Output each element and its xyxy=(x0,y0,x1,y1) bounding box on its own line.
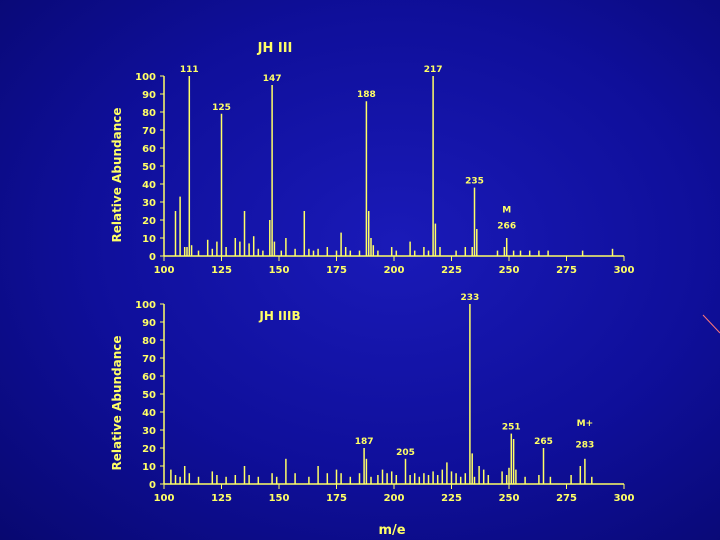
peak-label: 147 xyxy=(263,74,282,84)
y-tick-label: 50 xyxy=(142,390,156,401)
peak-label: 233 xyxy=(461,293,480,303)
y-tick-label: 30 xyxy=(142,426,156,437)
peaks xyxy=(170,304,593,484)
x-tick-label: 100 xyxy=(154,493,175,504)
y-tick-label: 80 xyxy=(142,336,156,347)
x-tick-label: 100 xyxy=(154,265,175,276)
x-tick-label: 150 xyxy=(269,493,290,504)
x-tick-label: 250 xyxy=(499,493,520,504)
peak-label: M+ xyxy=(577,419,594,429)
y-tick-label: 0 xyxy=(149,480,156,491)
x-tick-label: 125 xyxy=(211,493,232,504)
y-tick-label: 90 xyxy=(142,90,156,101)
y-tick-label: 0 xyxy=(149,252,156,263)
peaks xyxy=(174,76,614,256)
peak-label: 265 xyxy=(534,437,553,447)
chart-title: JH IIIB xyxy=(258,309,300,323)
x-tick-label: 125 xyxy=(211,265,232,276)
peak-label: 187 xyxy=(355,437,374,447)
peak-label: 217 xyxy=(424,65,443,75)
y-tick-label: 60 xyxy=(142,144,156,155)
peak-label: 235 xyxy=(465,177,484,187)
peak-labels: 111 125 147 188 217 235 M 266 xyxy=(180,65,516,232)
chart-jh-iiib: JH IIIB Relative Abundance 0 10 20 30 40 50 60… xyxy=(110,293,634,538)
x-tick-label: 150 xyxy=(269,265,290,276)
y-tick-label: 80 xyxy=(142,108,156,119)
x-tick-label: 300 xyxy=(614,493,635,504)
x-tick-label: 175 xyxy=(326,265,347,276)
peak-label: 188 xyxy=(357,90,376,100)
y-tick-label: 90 xyxy=(142,318,156,329)
y-tick-label: 10 xyxy=(142,234,156,245)
y-tick-label: 10 xyxy=(142,462,156,473)
x-tick-label: 225 xyxy=(441,265,462,276)
x-tick-label: 275 xyxy=(556,265,577,276)
x-axis-label: m/e xyxy=(378,523,405,538)
x-tick-label: 200 xyxy=(384,265,405,276)
y-tick-label: 100 xyxy=(135,72,156,83)
x-tick-label: 250 xyxy=(499,265,520,276)
peak-label: 251 xyxy=(502,423,521,433)
y-tick-label: 30 xyxy=(142,198,156,209)
y-tick-label: 70 xyxy=(142,126,156,137)
peak-label: 283 xyxy=(576,441,595,451)
x-tick-label: 175 xyxy=(326,493,347,504)
y-tick-label: 50 xyxy=(142,162,156,173)
peak-label: M xyxy=(502,205,511,215)
peak-label: 111 xyxy=(180,65,199,75)
peak-labels: 233 251 187 205 265 M+ 283 xyxy=(355,293,595,458)
y-axis-label: Relative Abundance xyxy=(110,335,124,470)
x-tick-label: 200 xyxy=(384,493,405,504)
y-axis-label: Relative Abundance xyxy=(110,107,124,242)
y-tick-label: 40 xyxy=(142,180,156,191)
chart-title: JH III xyxy=(257,41,293,56)
y-tick-label: 60 xyxy=(142,372,156,383)
x-tick-label: 275 xyxy=(556,493,577,504)
peak-label: 205 xyxy=(396,448,415,458)
y-tick-label: 20 xyxy=(142,216,156,227)
x-tick-label: 300 xyxy=(614,265,635,276)
chart-jh-iii: JH III Relative Abundance 0 10 20 30 40 50 60 7… xyxy=(110,41,634,276)
peak-label: 266 xyxy=(497,222,516,232)
y-tick-label: 20 xyxy=(142,444,156,455)
x-tick-label: 225 xyxy=(441,493,462,504)
y-tick-label: 40 xyxy=(142,408,156,419)
edge-stroke xyxy=(702,314,720,334)
peak-label: 125 xyxy=(212,103,231,113)
y-tick-label: 100 xyxy=(135,300,156,311)
axes: 0 10 20 30 40 50 60 70 80 90 100 100 125 150 175 200 225… xyxy=(135,72,634,276)
y-tick-label: 70 xyxy=(142,354,156,365)
axes: 0 10 20 30 40 50 60 70 80 90 100 100 125 150 175 200 225… xyxy=(135,300,634,504)
